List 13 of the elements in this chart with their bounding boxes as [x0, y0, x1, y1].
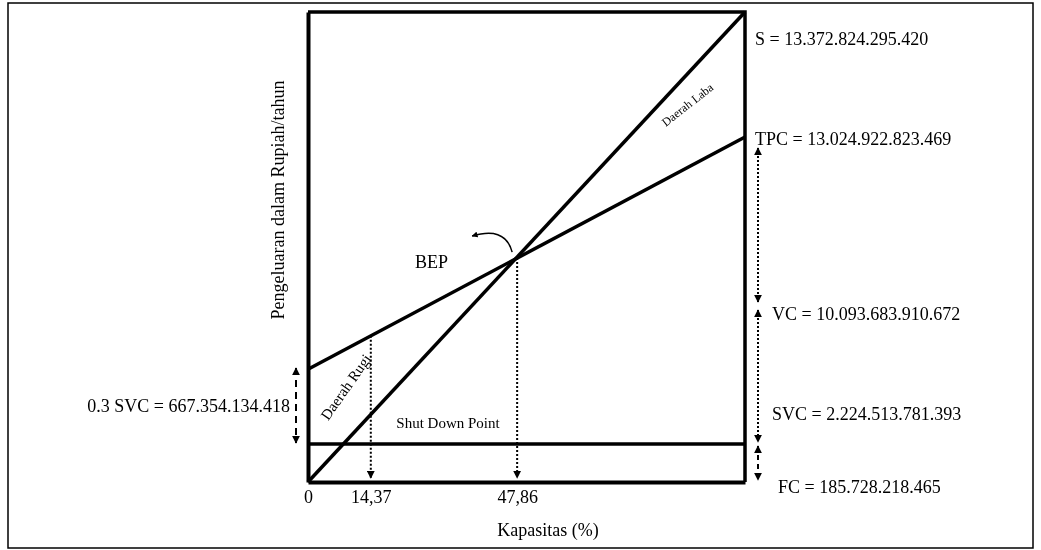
x-tick-label: 14,37 [351, 486, 392, 507]
text: FC = 185.728.218.465 [778, 477, 941, 497]
annotation: TPC = 13.024.922.823.469 [755, 129, 952, 150]
y-axis-title: Pengeluaran dalam Rupiah/tahun [268, 80, 288, 320]
x-tick-label: 47,86 [497, 486, 538, 507]
x-axis-title: Kapasitas (%) [497, 520, 599, 541]
text: 0.3 SVC = 667.354.134.418 [87, 396, 290, 416]
x-tick-label: 0 [304, 486, 313, 507]
text: SVC = 2.224.513.781.393 [772, 404, 962, 424]
text: VC = 10.093.683.910.672 [772, 304, 961, 324]
annotation: Shut Down Point [396, 415, 501, 431]
annotation: S = 13.372.824.295.420 [755, 29, 929, 49]
annotation: BEP [415, 252, 449, 272]
